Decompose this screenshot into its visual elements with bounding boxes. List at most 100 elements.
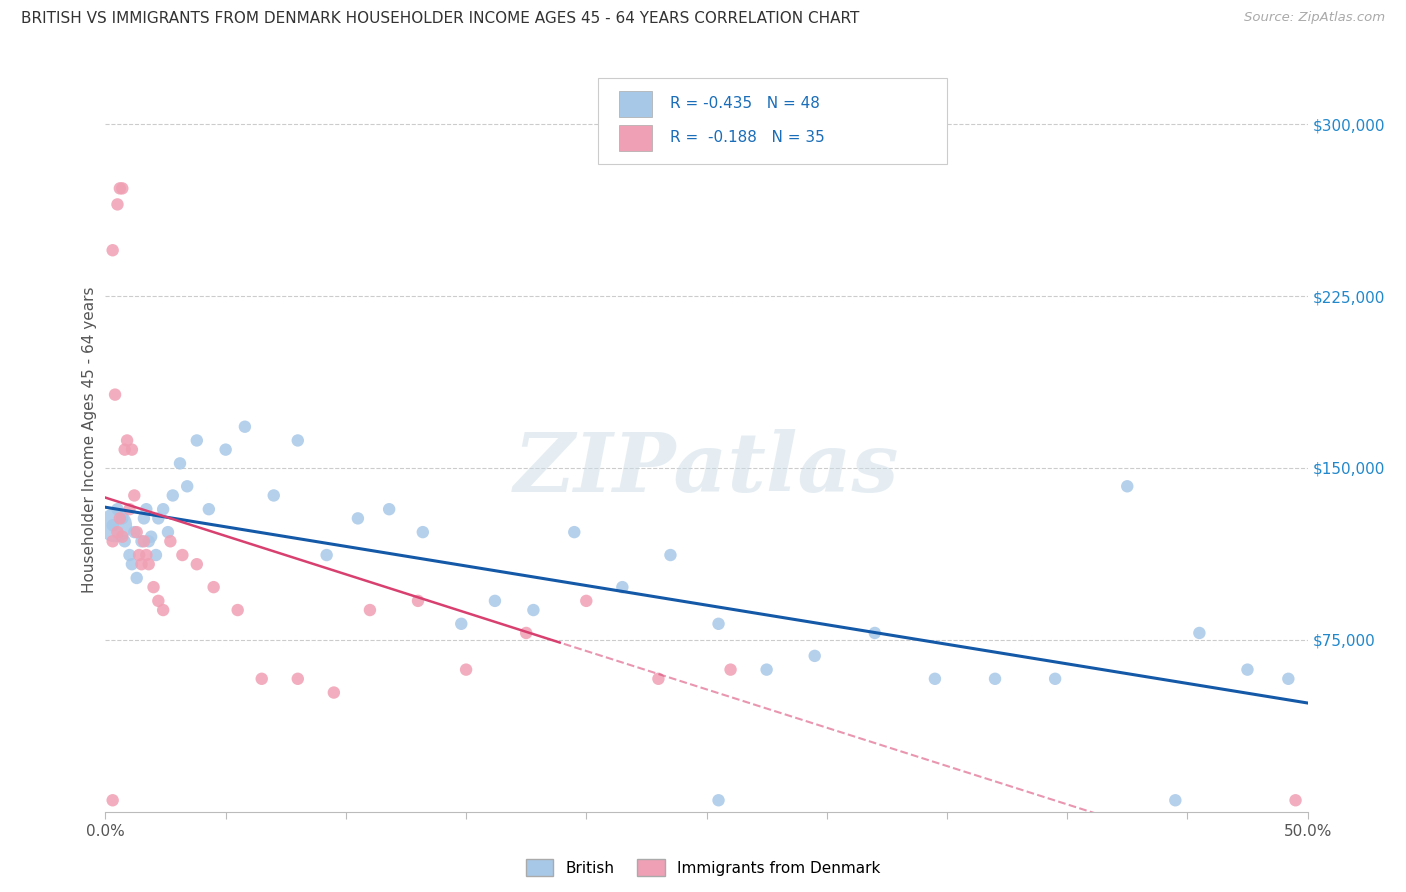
Point: [250, 672, 273, 686]
Point: [131, 534, 153, 549]
Point: [118, 502, 141, 516]
Point: [1236, 663, 1258, 677]
Point: [263, 488, 285, 502]
Point: [1164, 793, 1187, 807]
Point: [114, 442, 136, 457]
Point: [101, 534, 124, 549]
Point: [287, 434, 309, 448]
Point: [121, 558, 143, 572]
Point: [412, 525, 434, 540]
Legend: British, Immigrants from Denmark: British, Immigrants from Denmark: [520, 853, 886, 882]
Text: Source: ZipAtlas.com: Source: ZipAtlas.com: [1244, 11, 1385, 24]
Point: [125, 525, 148, 540]
Point: [124, 488, 146, 502]
Point: [135, 502, 157, 516]
Point: [111, 511, 134, 525]
Point: [172, 548, 194, 562]
Point: [1188, 626, 1211, 640]
Point: [575, 594, 598, 608]
Point: [104, 518, 127, 533]
Point: [659, 548, 682, 562]
Point: [108, 181, 131, 195]
Point: [612, 580, 634, 594]
Point: [202, 580, 225, 594]
Point: [139, 530, 162, 544]
Point: [145, 548, 167, 562]
Point: [104, 387, 127, 401]
Point: [1043, 672, 1066, 686]
Point: [124, 525, 146, 540]
Point: [176, 479, 198, 493]
Point: [135, 548, 157, 562]
Text: ZIPatlas: ZIPatlas: [513, 429, 900, 509]
Point: [720, 663, 742, 677]
Point: [562, 525, 585, 540]
Point: [406, 594, 429, 608]
Point: [322, 685, 344, 699]
Point: [707, 793, 730, 807]
Point: [233, 419, 256, 434]
Point: [156, 525, 179, 540]
Point: [128, 548, 150, 562]
Point: [450, 616, 472, 631]
Point: [515, 626, 537, 640]
Point: [378, 502, 401, 516]
Point: [118, 548, 141, 562]
Point: [863, 626, 886, 640]
Point: [148, 594, 170, 608]
Point: [315, 548, 337, 562]
Point: [803, 648, 825, 663]
Point: [101, 793, 124, 807]
Point: [159, 534, 181, 549]
Point: [101, 244, 124, 258]
Point: [522, 603, 544, 617]
Point: [984, 672, 1007, 686]
Point: [1277, 672, 1299, 686]
Point: [131, 558, 153, 572]
Point: [186, 558, 208, 572]
Point: [125, 571, 148, 585]
Point: [142, 580, 165, 594]
Point: [152, 502, 174, 516]
Point: [347, 511, 370, 525]
Point: [132, 511, 155, 525]
Point: [121, 442, 143, 457]
Point: [107, 502, 129, 516]
Point: [108, 511, 131, 525]
Point: [647, 672, 669, 686]
Point: [186, 434, 208, 448]
Point: [169, 456, 191, 470]
Point: [111, 530, 134, 544]
Point: [152, 603, 174, 617]
Point: [214, 442, 236, 457]
FancyBboxPatch shape: [619, 125, 652, 151]
Point: [287, 672, 309, 686]
Point: [107, 525, 129, 540]
FancyBboxPatch shape: [619, 91, 652, 117]
Text: BRITISH VS IMMIGRANTS FROM DENMARK HOUSEHOLDER INCOME AGES 45 - 64 YEARS CORRELA: BRITISH VS IMMIGRANTS FROM DENMARK HOUSE…: [21, 11, 859, 26]
Point: [111, 181, 134, 195]
Text: R =  -0.188   N = 35: R = -0.188 N = 35: [671, 130, 825, 145]
Point: [484, 594, 506, 608]
Point: [707, 616, 730, 631]
Point: [114, 534, 136, 549]
Point: [924, 672, 946, 686]
Point: [148, 511, 170, 525]
Y-axis label: Householder Income Ages 45 - 64 years: Householder Income Ages 45 - 64 years: [82, 286, 97, 592]
Point: [359, 603, 381, 617]
Point: [132, 534, 155, 549]
Point: [115, 434, 138, 448]
Point: [107, 197, 129, 211]
Point: [1116, 479, 1139, 493]
Point: [226, 603, 249, 617]
Point: [138, 558, 160, 572]
Point: [101, 518, 124, 533]
Point: [755, 663, 778, 677]
Point: [454, 663, 477, 677]
Text: R = -0.435   N = 48: R = -0.435 N = 48: [671, 96, 820, 111]
Point: [138, 534, 160, 549]
Point: [162, 488, 184, 502]
Point: [1284, 793, 1306, 807]
FancyBboxPatch shape: [599, 78, 948, 164]
Point: [198, 502, 221, 516]
